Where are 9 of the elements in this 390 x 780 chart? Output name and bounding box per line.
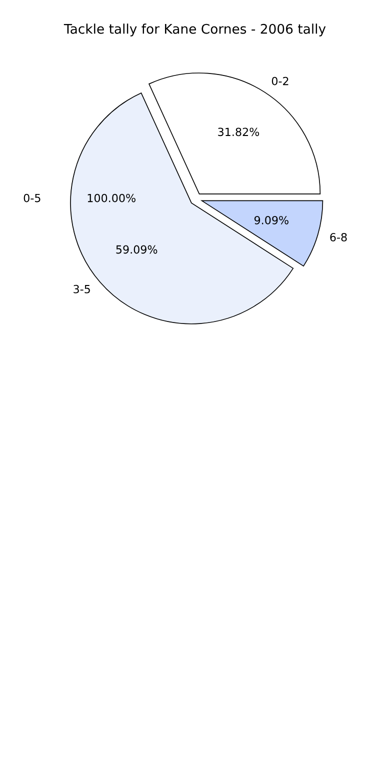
data-label: 59.09% bbox=[116, 245, 158, 254]
data-label: 9.09% bbox=[254, 216, 288, 224]
slice-label: 6-8 bbox=[330, 232, 347, 242]
slice-label: 0-2 bbox=[272, 76, 288, 86]
text: 100.00% bbox=[88, 194, 136, 202]
slice-label: 3-5 bbox=[74, 284, 90, 294]
chart-title: Tackle tally for Kane Cornes - 2006 tally bbox=[64, 24, 326, 36]
text: 0-5 bbox=[24, 194, 40, 202]
data-label: 31.82% bbox=[218, 128, 260, 136]
